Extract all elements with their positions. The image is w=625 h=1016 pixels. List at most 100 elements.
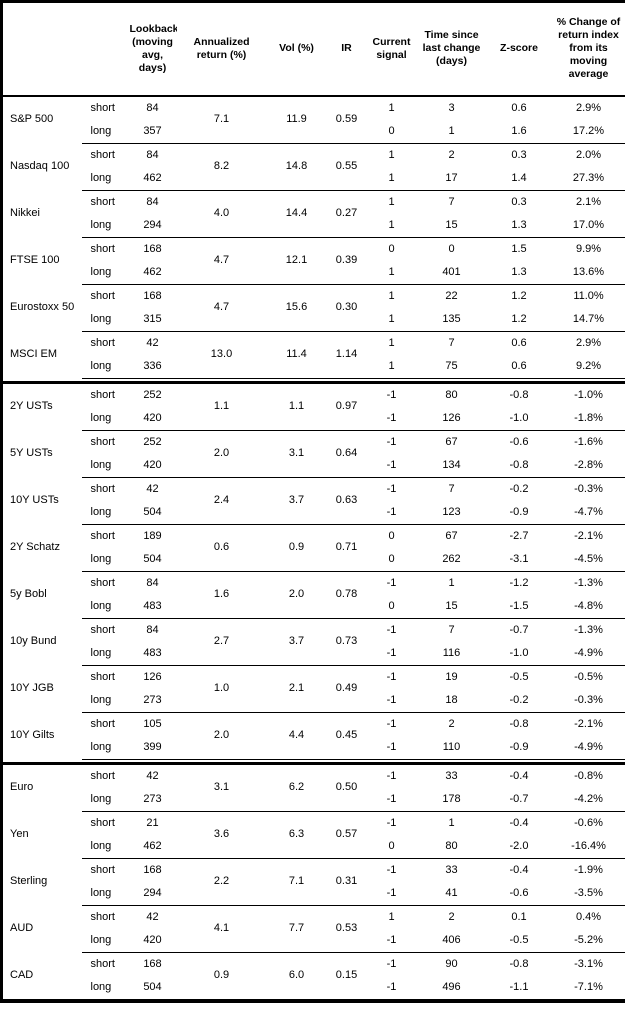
horizon-label: short	[90, 717, 115, 730]
pct-change-index-value: 2.1%	[575, 195, 602, 208]
current-signal-value: 1	[388, 148, 395, 161]
vol-value: 12.1	[266, 237, 327, 285]
vol-value: 1.1	[266, 382, 327, 431]
instrument-name: S&P 500	[10, 113, 54, 126]
pct-change-index-value: -1.9%	[574, 863, 603, 876]
horizon-label: short	[90, 863, 115, 876]
instrument-name: 2Y USTs	[10, 400, 53, 413]
lookback-value: 483	[128, 594, 177, 619]
instrument-row-long: long 462 1 401 1.3 13.6%	[2, 260, 625, 285]
instrument-name: Yen	[10, 828, 29, 840]
time-since-change-value: 7	[448, 482, 455, 495]
current-signal-value: 0	[366, 119, 417, 144]
horizon-label: short	[90, 957, 115, 970]
zscore-value: -0.4	[509, 769, 529, 782]
instrument-name: 5y Bobl	[10, 588, 47, 600]
col-header-instrument	[1, 1, 82, 97]
vol-value: 2.1	[266, 665, 327, 713]
pct-change-index-value: -1.3%	[574, 623, 603, 636]
header-row: Lookback (moving avg, days) Annualized r…	[1, 1, 625, 97]
time-since-change-value: 1	[448, 816, 455, 829]
vol-value: 7.7	[266, 905, 327, 953]
instrument-name: Nasdaq 100	[10, 160, 70, 172]
time-since-change-value: 3	[448, 101, 455, 114]
col-header-ir: IR	[326, 1, 367, 97]
time-since-change-value: 2	[448, 717, 455, 730]
instrument-name: 10Y USTs	[10, 494, 59, 506]
time-since-change-value: 126	[416, 406, 487, 431]
current-signal-value: -1	[366, 641, 417, 666]
horizon-label: short	[90, 623, 115, 636]
lookback-value: 168	[143, 289, 162, 302]
zscore-value: -0.2	[509, 482, 529, 495]
current-signal-value: 1	[388, 195, 395, 208]
current-signal-value: -1	[386, 670, 397, 683]
zscore-value: 0.1	[511, 910, 527, 923]
ir-value: 0.31	[326, 858, 367, 906]
lookback-value: 168	[143, 242, 162, 255]
instrument-row-long: long 273 -1 178 -0.7 -4.2%	[2, 787, 625, 812]
lookback-value: 84	[146, 101, 159, 114]
vol-value: 14.4	[266, 190, 327, 238]
annualized-return-value: 7.1	[176, 95, 267, 144]
time-since-change-value: 80	[416, 834, 487, 859]
instrument-row-short: 2Y Schatz short 189 0.6 0.9 0.71 0 67 -2.7 -2.1%	[2, 524, 625, 572]
lookback-value: 42	[146, 910, 159, 923]
instrument-row-long: long 462 0 80 -2.0 -16.4%	[2, 834, 625, 859]
zscore-value: -0.5	[486, 928, 552, 953]
zscore-value: -0.6	[509, 435, 529, 448]
pct-change-index-value: -1.8%	[551, 406, 625, 431]
lookback-value: 84	[146, 195, 159, 208]
instrument-row-short: Nasdaq 100 short 84 8.2 14.8 0.55 1 2 0.3 2.0%	[2, 143, 625, 191]
lookback-value: 504	[128, 547, 177, 572]
time-since-change-value: 7	[448, 195, 455, 208]
time-since-change-value: 17	[416, 166, 487, 191]
lookback-value: 420	[128, 406, 177, 431]
horizon-label: short	[90, 242, 115, 255]
time-since-change-value: 75	[416, 354, 487, 379]
time-since-change-value: 262	[416, 547, 487, 572]
horizon-label: long	[81, 500, 129, 525]
time-since-change-value: 2	[448, 910, 455, 923]
current-signal-value: 0	[366, 594, 417, 619]
zscore-value: -1.5	[486, 594, 552, 619]
zscore-value: 1.2	[486, 307, 552, 332]
time-since-change-value: 67	[445, 435, 458, 448]
instrument-row-short: 10y Bund short 84 2.7 3.7 0.73 -1 7 -0.7 -1.3%	[2, 618, 625, 666]
horizon-label: long	[81, 213, 129, 238]
current-signal-value: -1	[386, 717, 397, 730]
ir-value: 0.49	[326, 665, 367, 713]
time-since-change-value: 33	[445, 769, 458, 782]
horizon-label: long	[81, 166, 129, 191]
lookback-value: 84	[146, 576, 159, 589]
time-since-change-value: 496	[416, 975, 487, 1001]
time-since-change-value: 33	[445, 863, 458, 876]
annualized-return-value: 13.0	[176, 331, 267, 379]
annualized-return-value: 4.0	[176, 190, 267, 238]
zscore-value: 1.2	[511, 289, 527, 302]
current-signal-value: -1	[366, 453, 417, 478]
col-header-horizon	[81, 1, 129, 97]
zscore-value: 1.3	[486, 213, 552, 238]
zscore-value: 0.3	[511, 195, 527, 208]
time-since-change-value: 1	[416, 119, 487, 144]
time-since-change-value: 116	[416, 641, 487, 666]
current-signal-value: -1	[366, 406, 417, 431]
horizon-label: short	[90, 482, 115, 495]
time-since-change-value: 67	[445, 529, 458, 542]
instrument-row-long: long 315 1 135 1.2 14.7%	[2, 307, 625, 332]
section-separator	[1, 759, 625, 765]
time-since-change-value: 22	[445, 289, 458, 302]
current-signal-value: 1	[388, 336, 395, 349]
instrument-name: Nikkei	[10, 207, 40, 219]
lookback-value: 357	[128, 119, 177, 144]
current-signal-value: -1	[386, 623, 397, 636]
horizon-label: long	[81, 735, 129, 760]
pct-change-index-value: 2.9%	[575, 336, 602, 349]
time-since-change-value: 110	[416, 735, 487, 760]
time-since-change-value: 2	[448, 148, 455, 161]
time-since-change-value: 134	[416, 453, 487, 478]
current-signal-value: 1	[388, 101, 395, 114]
instrument-row-short: 2Y USTs short 252 1.1 1.1 0.97 -1 80 -0.8 -1.0%	[2, 382, 625, 431]
